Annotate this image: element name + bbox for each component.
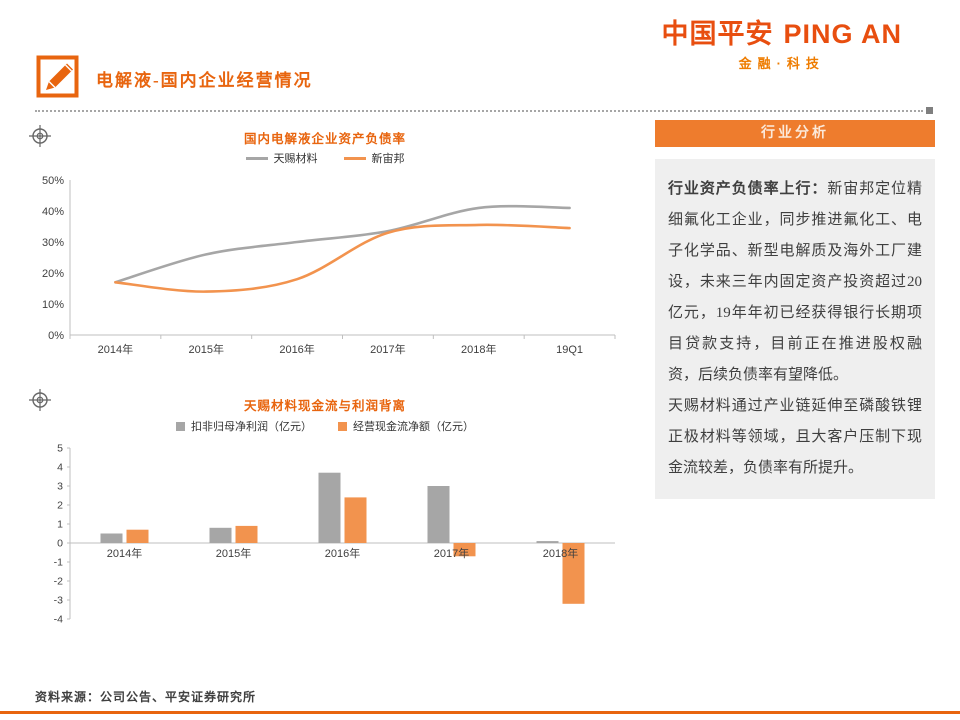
x-tick-label: 2015年 — [216, 546, 251, 560]
analysis-panel-header: 行业分析 — [655, 120, 935, 147]
legend-marker — [176, 421, 185, 431]
line-series — [114, 204, 571, 284]
line-chart-canvas: 0% 10% 20% 30% 40% 50% 2014年 2015年 2016年 2017年 201… — [42, 175, 616, 356]
analysis-text: 新宙邦定位精细氟化工企业，同步推进氟化工、电子化学品、新型电解质及海外工厂建设，… — [668, 181, 922, 383]
source-note: 资料来源：公司公告、平安证券研究所 — [35, 690, 257, 704]
x-tick-label: 2015年 — [189, 342, 224, 356]
y-tick-label: 20% — [42, 268, 64, 280]
bar — [453, 543, 476, 557]
y-tick-label: 50% — [42, 175, 64, 187]
bar — [536, 541, 559, 543]
chart-title: 天赐材料现金流与利润背离 — [243, 399, 406, 413]
y-tick-label: 0% — [48, 330, 64, 342]
y-tick-label: 3 — [57, 481, 63, 493]
legend-item: 新宙邦 — [343, 150, 405, 166]
chart-legend: 天赐材料 新宙邦 — [35, 150, 615, 166]
chart-title: 国内电解液企业资产负债率 — [243, 132, 406, 146]
y-tick-label: 30% — [42, 237, 64, 249]
y-tick-label: 2 — [57, 500, 63, 512]
x-tick-label: 2014年 — [98, 342, 133, 356]
legend-marker — [343, 156, 366, 160]
y-tick-label: -1 — [54, 557, 63, 569]
bar — [209, 527, 232, 543]
compass-icon — [28, 124, 52, 153]
analysis-paragraph: 行业资产负债率上行：新宙邦定位精细氟化工企业，同步推进氟化工、电子化学品、新型电… — [668, 174, 922, 391]
legend-label: 扣非归母净利润（亿元） — [191, 421, 312, 433]
bar — [562, 543, 585, 604]
legend-marker — [338, 421, 347, 431]
page-title: 电解液-国内企业经营情况 — [96, 71, 313, 90]
divider-end-square — [926, 107, 933, 114]
bar — [100, 533, 123, 543]
y-tick-label: 1 — [57, 519, 63, 531]
legend-item: 天赐材料 — [245, 150, 318, 166]
logo-cn: 中国平安 — [661, 19, 774, 49]
legend-label: 天赐材料 — [273, 153, 318, 165]
y-tick-label: 0 — [57, 538, 63, 550]
x-tick-label: 2018年 — [543, 546, 578, 560]
legend-item: 扣非归母净利润（亿元） — [176, 418, 312, 434]
x-tick-label: 2017年 — [370, 342, 405, 356]
x-tick-label: 2014年 — [107, 546, 142, 560]
page-header: 电解液-国内企业经营情况 — [36, 54, 313, 103]
logo-tagline: 金融·科技 — [738, 56, 825, 71]
x-tick-label: 2018年 — [461, 342, 496, 356]
x-tick-label: 2016年 — [279, 342, 314, 356]
legend-label: 新宙邦 — [371, 153, 405, 165]
pingan-logo-text: 中国平安 PING AN — [661, 12, 902, 51]
bar — [344, 497, 367, 543]
bar — [126, 529, 149, 543]
y-tick-label: 5 — [57, 443, 63, 455]
legend-item: 经营现金流净额（亿元） — [338, 418, 474, 434]
analysis-paragraph: 天赐材料通过产业链延伸至磷酸铁锂正极材料等领域，且大客户压制下现金流较差，负债率… — [668, 391, 922, 484]
chart-legend: 扣非归母净利润（亿元） 经营现金流净额（亿元） — [35, 418, 615, 434]
x-tick-label: 2017年 — [434, 546, 469, 560]
x-tick-label: 19Q1 — [556, 344, 583, 356]
line-series — [114, 223, 571, 293]
legend-marker — [245, 156, 268, 160]
divider — [35, 107, 933, 114]
y-tick-label: -2 — [54, 576, 63, 588]
y-tick-label: 10% — [42, 299, 64, 311]
x-tick-label: 2016年 — [325, 546, 360, 560]
bar — [427, 486, 450, 543]
bar — [235, 525, 258, 543]
bar — [318, 472, 341, 543]
analysis-panel-body: 行业资产负债率上行：新宙邦定位精细氟化工企业，同步推进氟化工、电子化学品、新型电… — [655, 159, 935, 499]
pingan-logo: 中国平安 PING AN 金融·科技 — [661, 12, 902, 72]
y-tick-label: 40% — [42, 206, 64, 218]
y-tick-label: -3 — [54, 595, 63, 607]
pencil-icon — [36, 54, 80, 103]
bottom-accent-bar — [0, 711, 960, 714]
bar-chart-canvas: 5 4 3 2 1 0 -1 -2 -3 -4 2014年 2015年 2016年 2017年 2018年 — [54, 443, 615, 626]
analysis-lead-in: 行业资产负债率上行： — [668, 181, 828, 197]
y-tick-label: 4 — [57, 462, 63, 474]
compass-icon — [28, 388, 52, 417]
analysis-text: 天赐材料通过产业链延伸至磷酸铁锂正极材料等领域，且大客户压制下现金流较差，负债率… — [668, 398, 922, 476]
legend-label: 经营现金流净额（亿元） — [353, 421, 474, 433]
logo-en: PING AN — [783, 19, 902, 49]
y-tick-label: -4 — [54, 614, 63, 626]
